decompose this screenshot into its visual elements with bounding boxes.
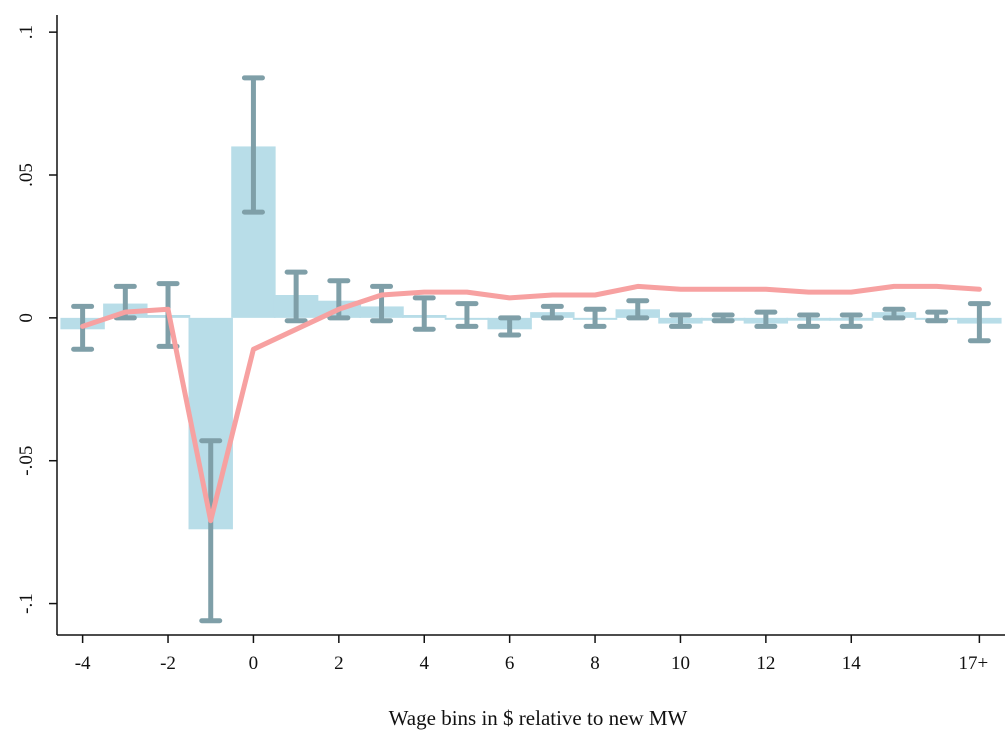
x-axis-title: Wage bins in $ relative to new MW	[389, 706, 688, 730]
error-bar-8	[412, 295, 436, 332]
error-bar-21	[967, 301, 991, 344]
x-tick-label-6: 8	[590, 653, 600, 674]
x-tick-label-10: 17+	[959, 653, 989, 674]
x-tick-label-5: 6	[505, 653, 515, 674]
x-tick-label-4: 4	[419, 653, 429, 674]
x-tick-label-9: 14	[842, 653, 862, 674]
error-bar-13	[626, 298, 650, 321]
y-tick-label-1: -.05	[16, 446, 37, 476]
error-bar-19	[882, 306, 906, 321]
error-bar-4	[241, 75, 265, 215]
x-tick-label-1: -2	[160, 653, 176, 674]
error-bar-17	[797, 312, 821, 329]
line-layer	[80, 283, 982, 524]
y-tick-label-3: .05	[16, 163, 37, 187]
x-tick-label-2: 0	[249, 653, 259, 674]
error-bar-20	[925, 309, 949, 324]
error-bar-18	[839, 312, 863, 329]
error-bar-16	[754, 309, 778, 329]
error-bar-14	[668, 312, 692, 329]
series-line	[80, 283, 982, 524]
error-bar-3	[199, 438, 223, 624]
error-bar-10	[498, 315, 522, 338]
x-tick-label-7: 10	[671, 653, 690, 674]
y-tick-label-2: 0	[16, 313, 37, 323]
error-bar-5	[284, 269, 308, 324]
x-tick-label-8: 12	[756, 653, 775, 674]
error-bar-9	[455, 301, 479, 329]
axes-layer: -.1 -.05 0 .05 .1 -4 -2 0 2 4 6 8 10 12 14 17+	[16, 15, 1005, 674]
error-bars-layer	[71, 75, 991, 624]
error-bar-7	[370, 283, 394, 324]
error-bar-11	[540, 303, 564, 321]
y-tick-label-4: .1	[16, 25, 37, 39]
error-bar-12	[583, 306, 607, 329]
error-bar-15	[711, 312, 735, 324]
x-tick-label-0: -4	[75, 653, 91, 674]
y-tick-label-0: -.1	[16, 593, 37, 614]
x-tick-label-3: 2	[334, 653, 344, 674]
